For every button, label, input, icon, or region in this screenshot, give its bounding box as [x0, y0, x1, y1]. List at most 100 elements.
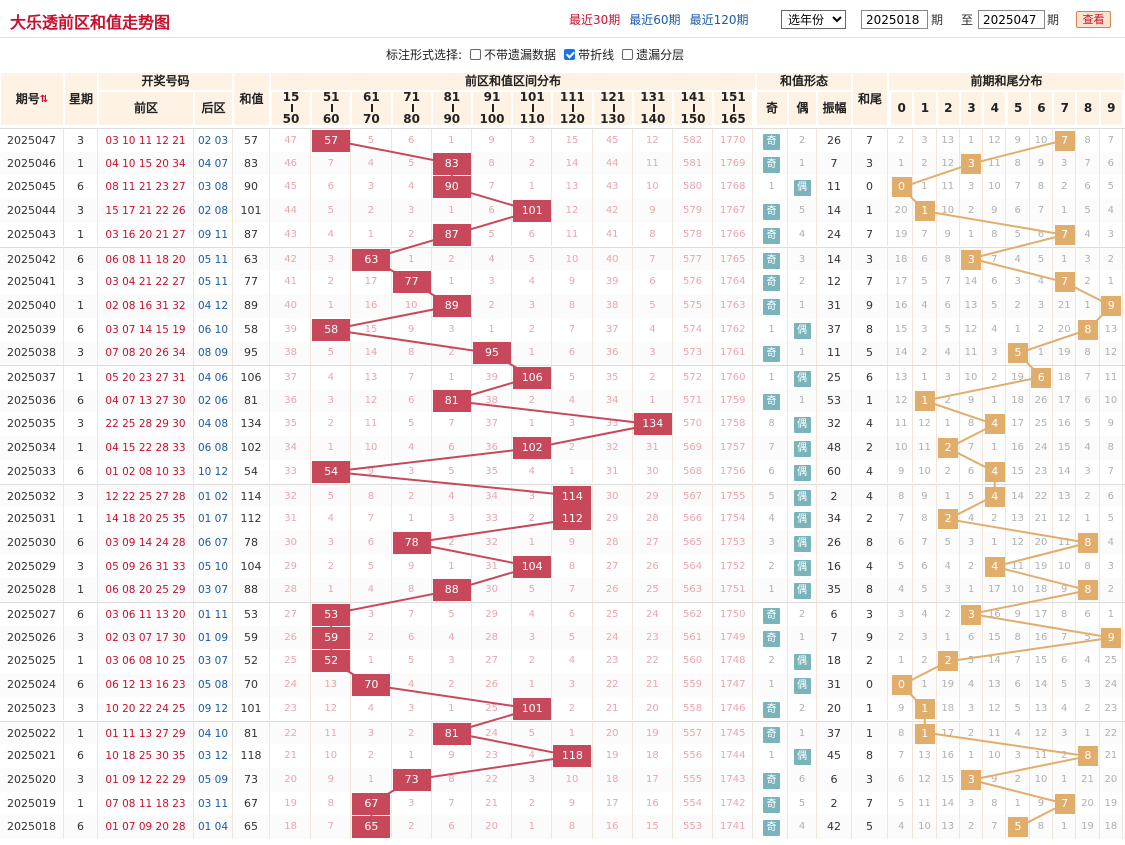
even-cell: 偶: [788, 554, 817, 579]
interval-tick-2: [371, 104, 374, 112]
back-numbers: 01 09: [197, 631, 229, 644]
period-cell: 2025021: [0, 744, 64, 768]
option-omission-layers[interactable]: 遗漏分层: [622, 46, 684, 63]
tail-dist-cell: 10: [913, 459, 937, 484]
period-cell: 2025038: [0, 341, 64, 365]
checkbox[interactable]: [564, 49, 576, 60]
interval-cell: [311, 459, 352, 484]
interval-cell: 44: [593, 151, 633, 176]
front-numbers: 05 09 26 31 33: [105, 560, 186, 573]
interval-cell: 1760: [713, 366, 754, 390]
even-cell: 5: [788, 791, 817, 816]
range-link-1[interactable]: 最近60期: [629, 13, 681, 27]
option-label: 遗漏分层: [636, 48, 685, 62]
interval-cell: 37: [271, 366, 312, 390]
interval-cell: 9: [392, 317, 432, 342]
interval-cell: 564: [673, 554, 714, 579]
even-cell: 1: [788, 388, 817, 413]
back-numbers-cell: 01 09: [194, 625, 233, 650]
checkbox[interactable]: [470, 49, 482, 60]
amplitude-cell: 6: [817, 603, 852, 627]
checkbox[interactable]: [622, 49, 634, 60]
interval-cell: [392, 530, 432, 555]
weekday-cell: 1: [64, 791, 98, 816]
amplitude-cell: 32: [817, 412, 852, 437]
back-numbers: 06 08: [197, 442, 229, 455]
back-numbers-cell: 09 11: [194, 222, 233, 247]
table-row: 2025030 6 03 09 14 24 28 06 07 78 30 3 6 78 2 32 1 9…: [0, 530, 1125, 555]
option-polyline[interactable]: 带折线: [564, 46, 614, 63]
tail-dist-cell: 2: [913, 341, 937, 365]
table-row: 2025028 1 06 08 20 25 29 03 07 88 28 1 4 8 88 30 5 7…: [0, 578, 1125, 602]
interval-cell: 568: [673, 459, 714, 484]
interval-cell: 5: [472, 222, 513, 247]
digit-header-0: 0: [890, 91, 914, 126]
range-link-0[interactable]: 最近30期: [569, 13, 621, 27]
sum-cell: 118: [233, 744, 270, 768]
interval-cell: 14: [351, 341, 392, 365]
tail-dist-cell: [890, 673, 914, 697]
front-numbers: 03 07 14 15 19: [105, 323, 186, 336]
tail-cell: 3: [852, 603, 888, 627]
interval-cell: 1: [432, 199, 472, 223]
tail-dist-cell: 5: [960, 649, 984, 674]
interval-cell: 4: [392, 175, 432, 200]
period-from-input[interactable]: [861, 10, 928, 29]
sort-icon[interactable]: ⇅: [39, 93, 49, 105]
sum-cell: 89: [233, 293, 270, 318]
interval-cell: 6: [512, 222, 553, 247]
interval-cell: 7: [311, 151, 352, 176]
tail-dist-cell: 23: [1030, 459, 1054, 484]
interval-cell: 4: [351, 696, 392, 721]
tail-dist-cell: 5: [1030, 247, 1054, 272]
front-numbers: 06 12 13 16 23: [105, 679, 186, 692]
option-no-omission[interactable]: 不带遗漏数据: [470, 46, 556, 63]
weekday-cell: 1: [64, 436, 98, 460]
weekday-cell: 3: [64, 129, 98, 153]
interval-cell: 1750: [713, 603, 754, 627]
tail-dist-cell: [1076, 578, 1100, 602]
interval-cell: 4: [351, 151, 392, 176]
odd-cell: 奇: [756, 791, 788, 816]
interval-cell: 1: [432, 554, 472, 579]
amplitude-cell: 37: [817, 721, 852, 746]
interval-cell: 19: [593, 744, 633, 768]
tail-dist-cell: 10: [1053, 554, 1077, 579]
tail-dist-cell: 11: [890, 412, 914, 437]
tail-dist-cell: 2: [983, 366, 1007, 390]
interval-cell: 2: [552, 696, 593, 721]
interval-cell: 2: [512, 388, 553, 413]
even-badge: 偶: [793, 464, 811, 481]
interval-cell: 20: [593, 721, 633, 746]
interval-cell: 32: [593, 436, 633, 460]
table-row: 2025024 6 06 12 13 16 23 05 08 70 24 13 70 4 2 26 1…: [0, 673, 1125, 697]
tail-hit-marker: 6: [1031, 368, 1052, 388]
interval-cell: 17: [633, 767, 673, 792]
tail-dist-cell: 20: [1076, 791, 1100, 816]
range-link-2[interactable]: 最近120期: [689, 13, 749, 27]
tail-dist-cell: [913, 696, 937, 721]
tail-dist-cell: 10: [983, 744, 1007, 768]
tail-dist-cell: 3: [960, 530, 984, 555]
interval-cell: 5: [432, 459, 472, 484]
header-period[interactable]: 期号 ⇅: [0, 72, 64, 126]
interval-cell: 31: [593, 459, 633, 484]
sum-cell: 106: [233, 366, 270, 390]
query-button[interactable]: 查看: [1076, 11, 1111, 28]
interval-cell: 3: [512, 625, 553, 650]
period-to-input[interactable]: [978, 10, 1045, 29]
amplitude-cell: 11: [817, 341, 852, 365]
tail-dist-cell: 20: [1030, 530, 1054, 555]
interval-cell: 16: [351, 293, 392, 318]
period-cell: 2025028: [0, 578, 64, 602]
tail-cell: 4: [852, 459, 888, 484]
year-select[interactable]: 选年份: [781, 10, 846, 29]
tail-dist-cell: 1: [1053, 767, 1077, 792]
tail-dist-cell: 5: [1076, 625, 1100, 650]
period-cell: 2025023: [0, 696, 64, 721]
weekday-cell: 6: [64, 673, 98, 697]
sum-hit-marker: 112: [553, 508, 592, 531]
odd-cell: 2: [756, 554, 788, 579]
interval-cell: 6: [432, 436, 472, 460]
tail-dist-cell: 6: [1007, 673, 1030, 697]
